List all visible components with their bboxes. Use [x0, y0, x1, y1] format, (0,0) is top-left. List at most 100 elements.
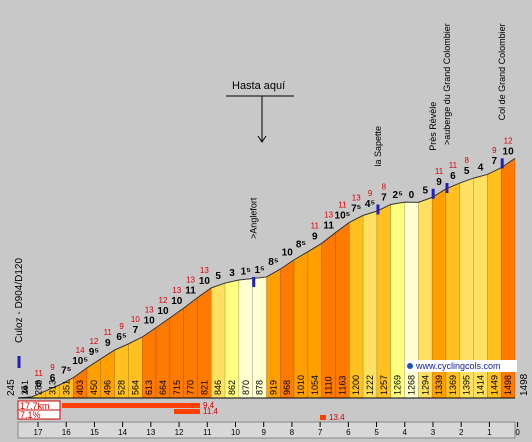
km-tick-label: 5	[374, 428, 379, 437]
max-gradient-label: 13	[145, 306, 154, 315]
profile-bar	[349, 214, 364, 399]
max-gradient-label: 8	[464, 156, 469, 165]
altitude-label: 715	[172, 380, 182, 395]
altitude-label: 1163	[337, 376, 347, 395]
gradient-label: 10⁵	[72, 356, 88, 367]
km-tick-label: 0	[515, 428, 520, 437]
profile-bar	[280, 259, 295, 399]
max-gradient-label: 11	[104, 328, 113, 337]
gradient-label: 7	[133, 325, 139, 336]
place-label: >auberge du Grand Colombier	[442, 23, 452, 145]
altitude-labels: 251 282 313 351 403 450 496 528 564 613 664 715 770 8…	[20, 375, 513, 395]
altitude-label: 1449	[489, 375, 499, 395]
altitude-label: 1498	[503, 375, 513, 395]
gradient-label: 3	[229, 268, 235, 279]
gradient-label: 5	[464, 166, 470, 177]
altitude-label: 1110	[324, 376, 334, 395]
max-gradient-label: 13	[352, 193, 361, 202]
gradient-label: 9	[436, 177, 442, 188]
max-gradient-label: 13	[324, 211, 333, 220]
km-tick-label: 3	[431, 428, 436, 437]
altitude-label: 403	[75, 380, 85, 395]
profile-bars	[17, 157, 516, 399]
km-tick-label: 10	[231, 428, 240, 437]
gradient-label: 5	[215, 271, 221, 282]
altitude-label: 1269	[393, 375, 403, 395]
ruler-label: 13.4	[329, 413, 345, 422]
altitude-label: 1369	[448, 375, 458, 395]
altitude-label: 564	[130, 380, 140, 395]
profile-bar	[376, 204, 391, 399]
gradient-label: 10	[282, 248, 294, 259]
watermark-bg	[405, 360, 517, 372]
km-tick-label: 1	[487, 428, 492, 437]
altitude-label: 878	[255, 380, 265, 395]
altitude-label: 846	[213, 380, 223, 395]
altitude-label: 282	[34, 380, 44, 395]
km-tick-label: 8	[290, 428, 295, 437]
gradient-label: 0	[409, 190, 415, 201]
average-gradient: 7.1%	[20, 410, 41, 420]
max-gradient-label: 11	[311, 221, 320, 230]
distance-total: 17.7km	[20, 401, 50, 411]
gradient-label: 3	[22, 385, 28, 396]
profile-bar	[362, 210, 378, 399]
gradient-label: 6⁵	[116, 332, 127, 343]
gradient-label: 6	[36, 379, 42, 390]
altitude-label: 821	[199, 380, 209, 395]
gradient-label: 10	[503, 146, 515, 157]
place-label: Col de Grand Colombier	[497, 23, 507, 120]
altitude-label: 1395	[462, 375, 472, 395]
annotation-text: Hasta aquí	[232, 80, 285, 92]
altitude-label: 1010	[296, 375, 306, 395]
max-gradient-label: 13	[172, 286, 181, 295]
gradient-label: 7⁵	[351, 203, 362, 214]
altitude-label: 528	[117, 380, 127, 395]
altitude-label: 919	[268, 380, 278, 395]
gradient-label: 10⁵	[335, 210, 351, 221]
ruler-bar	[62, 403, 200, 408]
gradient-label: 6	[450, 171, 456, 182]
watermark: www.cyclingcols.com	[415, 361, 501, 371]
place-label: Près Révèle	[428, 102, 438, 151]
altitude-label: 862	[227, 380, 237, 395]
altitude-label: 1257	[379, 375, 389, 395]
gradient-label: 10	[157, 306, 169, 317]
distance-box: 17.7km 7.1%	[17, 400, 61, 420]
gradient-label: 7	[492, 156, 498, 167]
watermark-dot-icon	[407, 363, 413, 369]
altitude-label: 496	[103, 380, 113, 395]
gradient-label: 11	[323, 221, 334, 232]
gradient-label: 4⁵	[365, 199, 376, 210]
gradient-label: 10	[144, 316, 156, 327]
gradient-label: 10	[199, 276, 211, 287]
end-altitude-label: 1498	[519, 373, 530, 396]
max-gradient-label: 11	[35, 369, 44, 378]
max-gradient-label: 9	[368, 189, 373, 198]
gradient-label: 10	[171, 296, 183, 307]
max-gradient-label: 12	[159, 296, 168, 305]
profile-bar	[252, 276, 267, 399]
max-gradient-label: 14	[76, 346, 85, 355]
km-tick-label: 17	[34, 428, 43, 437]
gradient-ruler: 9.411.4 13.4	[62, 401, 345, 422]
km-tick-label: 16	[62, 428, 71, 437]
profile-bar	[321, 232, 336, 399]
gradient-label: 9	[105, 338, 111, 349]
km-tick-label: 4	[403, 428, 408, 437]
km-tick-label: 14	[118, 428, 127, 437]
km-tick-label: 9	[261, 428, 266, 437]
altitude-label: 450	[89, 380, 99, 395]
max-gradient-label: 10	[131, 315, 140, 324]
km-tick-label: 6	[346, 428, 351, 437]
altitude-label: 870	[241, 380, 251, 395]
gradient-label: 8⁵	[296, 240, 307, 251]
gradient-label: 9⁵	[89, 347, 100, 358]
ruler-bar	[174, 409, 200, 414]
gradient-label: 2⁵	[393, 190, 404, 201]
altitude-label: 1294	[420, 375, 430, 395]
km-axis-bar	[17, 421, 516, 439]
altitude-label: 1339	[434, 375, 444, 395]
